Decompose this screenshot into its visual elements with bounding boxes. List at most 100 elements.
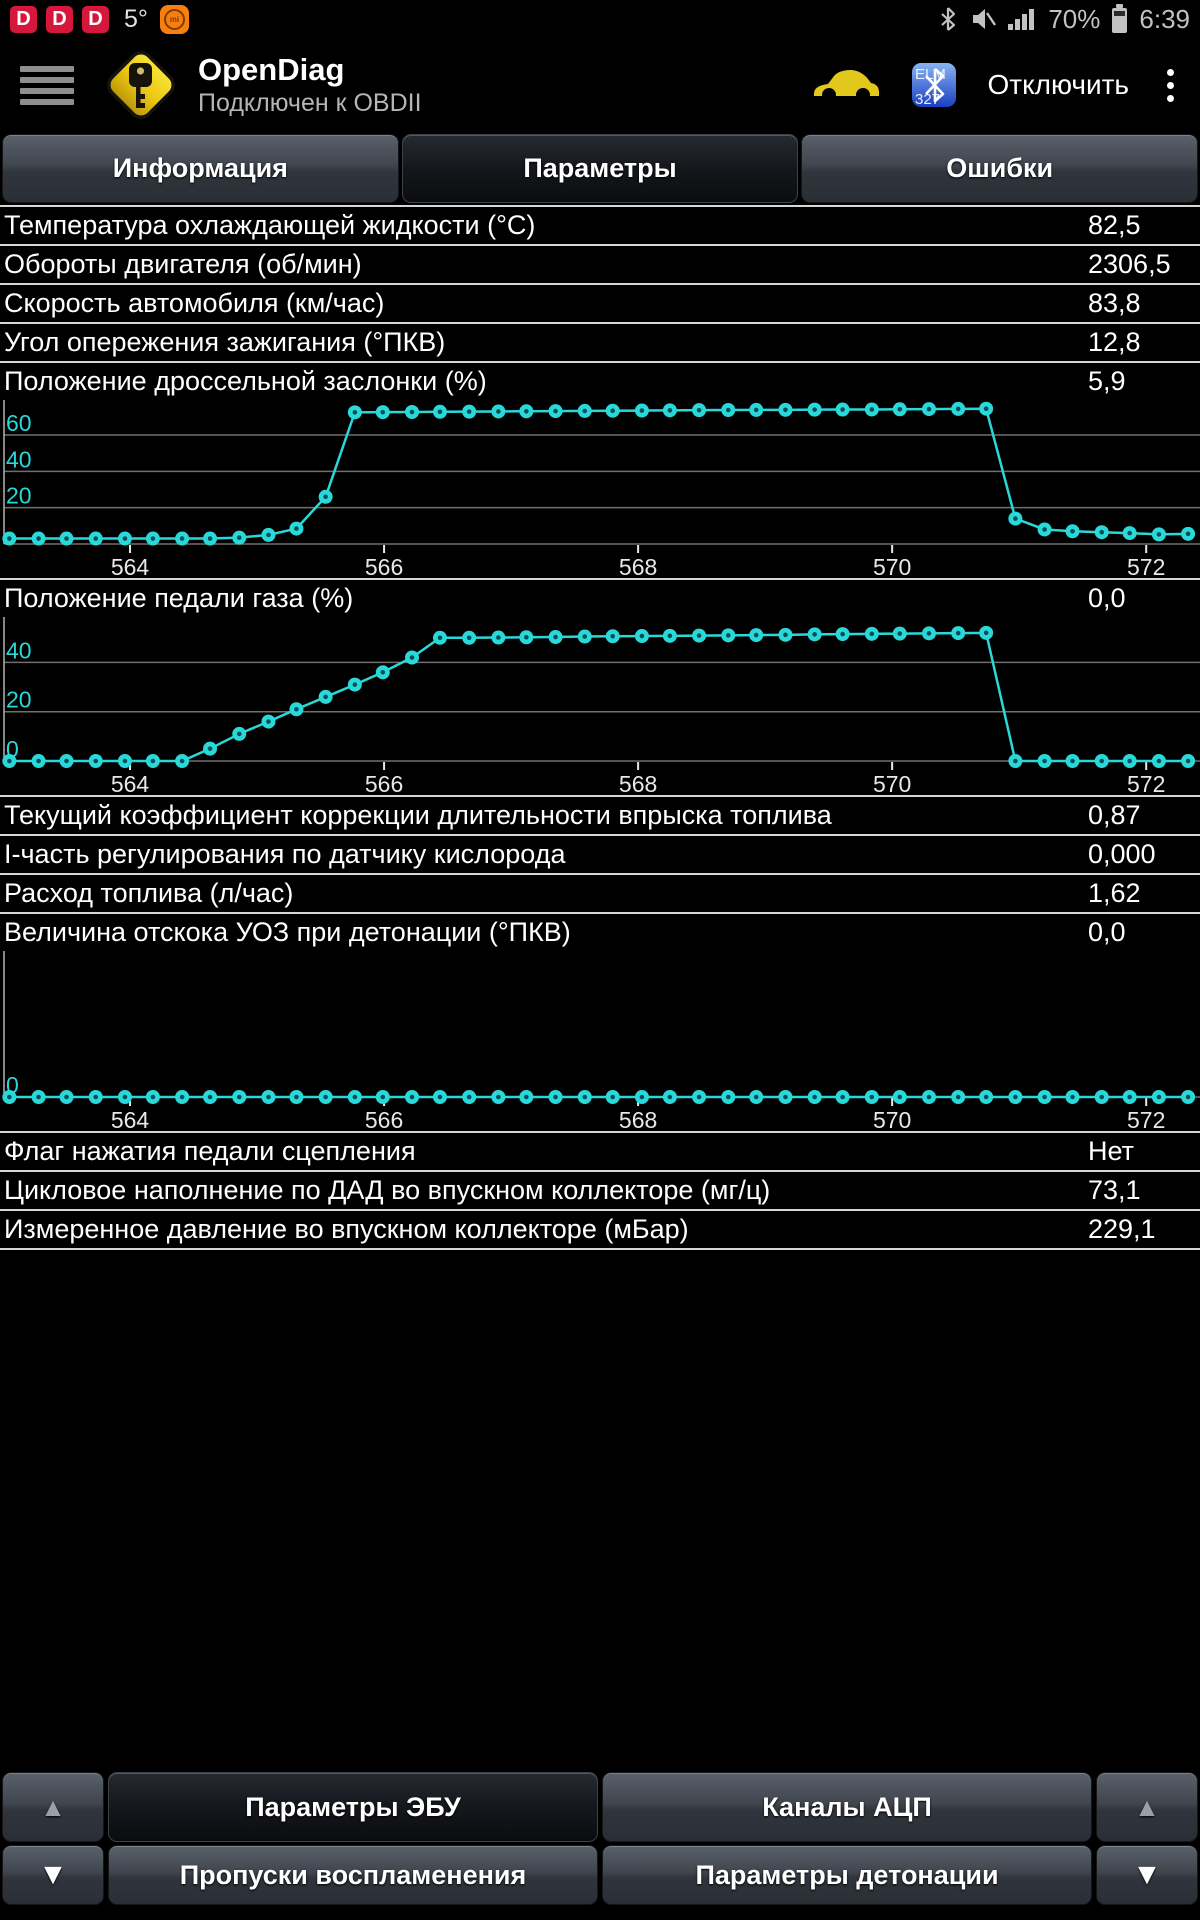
ecu-parameters-button[interactable]: Параметры ЭБУ [108, 1772, 598, 1842]
data-point-center [696, 1094, 702, 1100]
mi-logo: mi [163, 8, 185, 30]
param-row[interactable]: Обороты двигателя (об/мин) 2306,5 [0, 244, 1200, 283]
data-point-center [179, 758, 185, 764]
y-tick-label: 20 [6, 687, 32, 713]
misfire-button[interactable]: Пропуски воспламенения [108, 1845, 598, 1905]
scroll-down-left-button[interactable]: ▼ [2, 1845, 104, 1905]
data-point-center [725, 1094, 731, 1100]
param-value: 0,0 [1088, 583, 1126, 613]
menu-hamburger-icon[interactable] [20, 65, 74, 105]
data-point-center [725, 407, 731, 413]
param-label: Флаг нажатия педали сцепления [4, 1136, 416, 1166]
data-point-center [1185, 758, 1191, 764]
data-point-center [696, 407, 702, 413]
data-point-center [64, 536, 69, 541]
param-row[interactable]: Положение педали газа (%) 0,0 [0, 578, 1200, 617]
data-point-center [437, 409, 443, 415]
data-point-center [869, 631, 875, 637]
param-row[interactable]: Величина отскока УОЗ при детонации (°ПКВ… [0, 912, 1200, 951]
knock-parameters-button[interactable]: Параметры детонации [602, 1845, 1092, 1905]
param-row[interactable]: Угол опережения зажигания (°ПКВ) 12,8 [0, 322, 1200, 361]
x-tick-label: 572 [1127, 1107, 1165, 1131]
x-tick-label: 564 [111, 554, 150, 578]
param-row[interactable]: Положение дроссельной заслонки (%) 5,9 [0, 361, 1200, 400]
param-row[interactable]: Расход топлива (л/час) 1,62 [0, 873, 1200, 912]
data-point-center [36, 1094, 41, 1100]
data-point-center [840, 407, 845, 412]
data-point-center [179, 1094, 185, 1100]
data-point-center [352, 1094, 358, 1100]
data-point-center [496, 1094, 501, 1100]
data-point-center [122, 536, 128, 541]
param-row[interactable]: Температура охлаждающей жидкости (°C) 82,… [0, 205, 1200, 244]
data-point-center [753, 407, 759, 413]
bottom-row-1: ▲ Параметры ЭБУ Каналы АЦП ▲ [2, 1772, 1198, 1842]
data-point-center [926, 1094, 932, 1100]
data-point-center [64, 1094, 69, 1100]
data-point-center [639, 408, 645, 413]
data-point-center [753, 632, 759, 638]
data-point-center [639, 1094, 645, 1100]
data-point-center [1156, 532, 1162, 537]
data-point-center [926, 631, 932, 636]
x-tick-label: 570 [873, 554, 911, 578]
data-point-center [1013, 516, 1018, 521]
param-value: 1,62 [1088, 878, 1141, 908]
data-point-center [955, 406, 961, 412]
data-point-center [1127, 1094, 1132, 1100]
data-point-center [380, 409, 386, 415]
data-point-center [294, 706, 299, 712]
param-row[interactable]: I-часть регулирования по датчику кислоро… [0, 834, 1200, 873]
adc-channels-button[interactable]: Каналы АЦП [602, 1772, 1092, 1842]
car-icon[interactable] [809, 66, 881, 104]
data-point-center [352, 682, 358, 687]
param-label: Положение дроссельной заслонки (%) [4, 366, 487, 396]
notification-badge: D [82, 5, 109, 33]
bluetooth-icon [941, 7, 956, 31]
data-point-center [1127, 530, 1132, 536]
data-point-center [1070, 1094, 1075, 1100]
data-point-center [1070, 758, 1075, 764]
connection-status: Подключен к OBDII [198, 88, 422, 117]
x-tick-label: 570 [873, 1107, 911, 1131]
data-point-center [783, 407, 788, 413]
param-row[interactable]: Скорость автомобиля (км/час) 83,8 [0, 283, 1200, 322]
y-tick-label: 40 [6, 446, 32, 472]
data-point-center [1070, 528, 1075, 534]
scroll-down-right-button[interactable]: ▼ [1096, 1845, 1198, 1905]
overflow-menu-icon[interactable] [1159, 65, 1182, 106]
y-tick-label: 40 [6, 637, 32, 663]
elm327-bluetooth-icon[interactable]: ELM 327 [911, 62, 957, 108]
data-point-center [36, 536, 41, 541]
data-point-center [610, 408, 616, 414]
data-point-center [236, 731, 242, 737]
x-tick-label: 564 [111, 1107, 150, 1131]
tab-information[interactable]: Информация [2, 134, 399, 203]
data-point-center [380, 1094, 386, 1100]
param-value: 73,1 [1088, 1175, 1141, 1205]
tab-errors[interactable]: Ошибки [801, 134, 1199, 203]
bottom-row-2: ▼ Пропуски воспламенения Параметры детон… [2, 1845, 1198, 1905]
param-chart-0[interactable]: 564 566 568 570 572 20 40 60 [0, 400, 1200, 578]
param-row[interactable]: Текущий коэффициент коррекции длительнос… [0, 795, 1200, 834]
param-value: 0,87 [1088, 800, 1141, 830]
param-row[interactable]: Цикловое наполнение по ДАД во впускном к… [0, 1170, 1200, 1209]
param-row[interactable]: Флаг нажатия педали сцепления Нет [0, 1131, 1200, 1170]
status-bar-left: D D D 5° mi [10, 4, 189, 34]
data-point-center [840, 1094, 845, 1100]
scroll-up-left-button[interactable]: ▲ [2, 1772, 104, 1842]
tab-parameters[interactable]: Параметры [401, 134, 799, 203]
data-point-center [466, 635, 472, 641]
signal-icon [1008, 9, 1035, 30]
param-value: 0,000 [1088, 839, 1156, 869]
scroll-up-right-button[interactable]: ▲ [1096, 1772, 1198, 1842]
disconnect-button[interactable]: Отключить [987, 69, 1129, 100]
param-row[interactable]: Измеренное давление во впускном коллекто… [0, 1209, 1200, 1248]
param-value: 5,9 [1088, 366, 1126, 396]
data-point-center [122, 1094, 128, 1100]
data-point-center [1127, 758, 1132, 764]
x-tick-label: 568 [619, 1107, 657, 1131]
title-block: OpenDiag Подключен к OBDII [198, 52, 422, 118]
